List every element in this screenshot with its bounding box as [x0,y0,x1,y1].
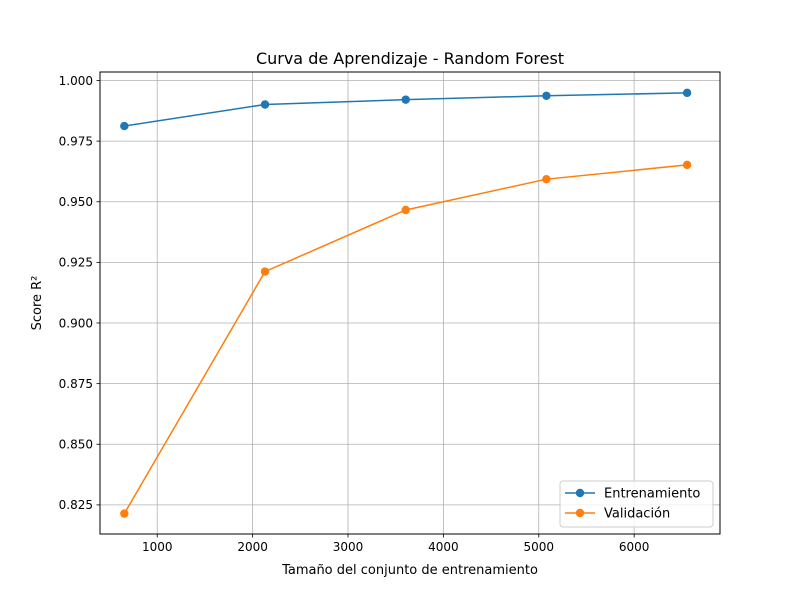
y-tick-label: 0.825 [59,498,93,512]
legend-box [559,480,714,528]
data-point-validacion [120,509,129,518]
y-tick-label: 0.875 [59,377,93,391]
y-tick-label: 1.000 [59,74,93,88]
data-point-entrenamiento [260,100,270,109]
data-point-validacion [401,205,410,215]
plot-frame [99,71,721,535]
legend-marker-entrenamiento [575,488,585,498]
data-point-validacion [542,174,551,184]
legend-label-validacion: Validación [604,507,670,522]
y-tick-label: 0.975 [59,134,93,148]
x-tick-label: 1000 [142,540,173,554]
x-tick-label: 2000 [237,540,268,554]
chart-title: Curva de Aprendizaje - Random Forest [256,49,564,68]
x-axis-label: Tamaño del conjunto de entrenamiento [281,563,538,578]
legend-label-entrenamiento: Entrenamiento [604,487,700,502]
series-validacion [120,160,692,518]
data-point-entrenamiento [401,95,410,104]
x-tick-label: 5000 [523,540,554,554]
x-tick-label: 3000 [333,540,364,554]
axis-ticks: 1000 2000 3000 4000 5000 6000 0.825 0.850 0.875 0… [59,74,650,554]
data-point-entrenamiento [542,91,551,100]
series-layer [120,88,692,518]
data-point-validacion [682,160,692,170]
plot-background [100,72,720,534]
legend-marker-validacion [575,508,585,518]
grid-lines [100,72,720,534]
legend: Entrenamiento Validación [559,480,714,528]
x-tick-label: 4000 [428,540,459,554]
y-tick-label: 0.850 [59,438,93,452]
y-tick-label: 0.900 [59,316,93,330]
y-tick-label: 0.950 [59,195,93,209]
data-point-entrenamiento [120,121,129,131]
y-tick-label: 0.925 [59,256,93,270]
x-tick-label: 6000 [619,540,650,554]
data-point-validacion [260,267,270,276]
y-axis-label: Score R² [30,276,45,331]
data-point-entrenamiento [682,88,692,98]
series-entrenamiento [120,88,692,131]
